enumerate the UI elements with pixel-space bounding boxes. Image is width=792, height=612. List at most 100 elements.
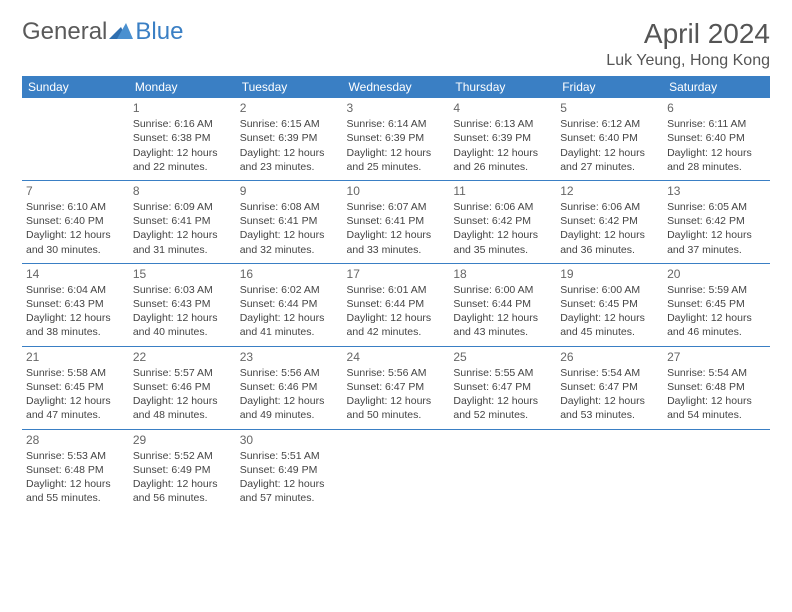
day-number: 21 xyxy=(26,349,125,365)
calendar-cell-18: 18Sunrise: 6:00 AMSunset: 6:44 PMDayligh… xyxy=(449,263,556,346)
sunset-line: Sunset: 6:48 PM xyxy=(26,463,125,477)
calendar-cell-17: 17Sunrise: 6:01 AMSunset: 6:44 PMDayligh… xyxy=(343,263,450,346)
sunset-line: Sunset: 6:44 PM xyxy=(347,297,446,311)
logo: General Blue xyxy=(22,18,183,46)
calendar-row: 14Sunrise: 6:04 AMSunset: 6:43 PMDayligh… xyxy=(22,263,770,346)
sunrise-line: Sunrise: 6:08 AM xyxy=(240,200,339,214)
sunset-line: Sunset: 6:42 PM xyxy=(560,214,659,228)
calendar-cell-25: 25Sunrise: 5:55 AMSunset: 6:47 PMDayligh… xyxy=(449,346,556,429)
daylight-line: Daylight: 12 hours and 22 minutes. xyxy=(133,146,232,174)
weekday-header-row: SundayMondayTuesdayWednesdayThursdayFrid… xyxy=(22,76,770,98)
day-number: 3 xyxy=(347,100,446,116)
calendar-cell-26: 26Sunrise: 5:54 AMSunset: 6:47 PMDayligh… xyxy=(556,346,663,429)
sunset-line: Sunset: 6:39 PM xyxy=(453,131,552,145)
calendar-cell-1: 1Sunrise: 6:16 AMSunset: 6:38 PMDaylight… xyxy=(129,98,236,180)
day-number: 22 xyxy=(133,349,232,365)
sunset-line: Sunset: 6:46 PM xyxy=(133,380,232,394)
location: Luk Yeung, Hong Kong xyxy=(606,52,770,70)
weekday-sunday: Sunday xyxy=(22,76,129,98)
sunrise-line: Sunrise: 5:58 AM xyxy=(26,366,125,380)
sunrise-line: Sunrise: 6:10 AM xyxy=(26,200,125,214)
daylight-line: Daylight: 12 hours and 42 minutes. xyxy=(347,311,446,339)
day-number: 27 xyxy=(667,349,766,365)
sunrise-line: Sunrise: 5:54 AM xyxy=(560,366,659,380)
calendar-cell-12: 12Sunrise: 6:06 AMSunset: 6:42 PMDayligh… xyxy=(556,180,663,263)
daylight-line: Daylight: 12 hours and 26 minutes. xyxy=(453,146,552,174)
sunrise-line: Sunrise: 5:56 AM xyxy=(347,366,446,380)
sunset-line: Sunset: 6:40 PM xyxy=(560,131,659,145)
daylight-line: Daylight: 12 hours and 54 minutes. xyxy=(667,394,766,422)
day-number: 19 xyxy=(560,266,659,282)
calendar-row: 28Sunrise: 5:53 AMSunset: 6:48 PMDayligh… xyxy=(22,429,770,511)
calendar-cell-27: 27Sunrise: 5:54 AMSunset: 6:48 PMDayligh… xyxy=(663,346,770,429)
daylight-line: Daylight: 12 hours and 52 minutes. xyxy=(453,394,552,422)
title-block: April 2024 Luk Yeung, Hong Kong xyxy=(606,18,770,70)
day-number: 5 xyxy=(560,100,659,116)
sunrise-line: Sunrise: 5:59 AM xyxy=(667,283,766,297)
calendar-cell-empty xyxy=(556,429,663,511)
calendar-row: 21Sunrise: 5:58 AMSunset: 6:45 PMDayligh… xyxy=(22,346,770,429)
day-number: 13 xyxy=(667,183,766,199)
daylight-line: Daylight: 12 hours and 32 minutes. xyxy=(240,228,339,256)
header: General Blue April 2024 Luk Yeung, Hong … xyxy=(22,18,770,70)
calendar-cell-2: 2Sunrise: 6:15 AMSunset: 6:39 PMDaylight… xyxy=(236,98,343,180)
sunset-line: Sunset: 6:45 PM xyxy=(560,297,659,311)
sunset-line: Sunset: 6:39 PM xyxy=(347,131,446,145)
day-number: 1 xyxy=(133,100,232,116)
daylight-line: Daylight: 12 hours and 37 minutes. xyxy=(667,228,766,256)
sunset-line: Sunset: 6:41 PM xyxy=(133,214,232,228)
calendar-cell-6: 6Sunrise: 6:11 AMSunset: 6:40 PMDaylight… xyxy=(663,98,770,180)
sunset-line: Sunset: 6:41 PM xyxy=(347,214,446,228)
daylight-line: Daylight: 12 hours and 48 minutes. xyxy=(133,394,232,422)
calendar-cell-19: 19Sunrise: 6:00 AMSunset: 6:45 PMDayligh… xyxy=(556,263,663,346)
sunset-line: Sunset: 6:49 PM xyxy=(133,463,232,477)
daylight-line: Daylight: 12 hours and 55 minutes. xyxy=(26,477,125,505)
sunset-line: Sunset: 6:42 PM xyxy=(667,214,766,228)
calendar-row: 7Sunrise: 6:10 AMSunset: 6:40 PMDaylight… xyxy=(22,180,770,263)
logo-text-2: Blue xyxy=(135,18,183,46)
daylight-line: Daylight: 12 hours and 45 minutes. xyxy=(560,311,659,339)
calendar-cell-24: 24Sunrise: 5:56 AMSunset: 6:47 PMDayligh… xyxy=(343,346,450,429)
weekday-tuesday: Tuesday xyxy=(236,76,343,98)
calendar-body: 1Sunrise: 6:16 AMSunset: 6:38 PMDaylight… xyxy=(22,98,770,511)
calendar-cell-29: 29Sunrise: 5:52 AMSunset: 6:49 PMDayligh… xyxy=(129,429,236,511)
day-number: 16 xyxy=(240,266,339,282)
daylight-line: Daylight: 12 hours and 53 minutes. xyxy=(560,394,659,422)
weekday-monday: Monday xyxy=(129,76,236,98)
calendar-cell-empty xyxy=(449,429,556,511)
weekday-saturday: Saturday xyxy=(663,76,770,98)
calendar-cell-23: 23Sunrise: 5:56 AMSunset: 6:46 PMDayligh… xyxy=(236,346,343,429)
daylight-line: Daylight: 12 hours and 57 minutes. xyxy=(240,477,339,505)
sunrise-line: Sunrise: 6:04 AM xyxy=(26,283,125,297)
day-number: 25 xyxy=(453,349,552,365)
sunrise-line: Sunrise: 6:14 AM xyxy=(347,117,446,131)
calendar-cell-empty xyxy=(22,98,129,180)
sunrise-line: Sunrise: 6:06 AM xyxy=(453,200,552,214)
sunset-line: Sunset: 6:47 PM xyxy=(453,380,552,394)
daylight-line: Daylight: 12 hours and 47 minutes. xyxy=(26,394,125,422)
sunrise-line: Sunrise: 5:57 AM xyxy=(133,366,232,380)
daylight-line: Daylight: 12 hours and 40 minutes. xyxy=(133,311,232,339)
sunrise-line: Sunrise: 5:56 AM xyxy=(240,366,339,380)
day-number: 24 xyxy=(347,349,446,365)
sunrise-line: Sunrise: 5:51 AM xyxy=(240,449,339,463)
day-number: 12 xyxy=(560,183,659,199)
sunset-line: Sunset: 6:49 PM xyxy=(240,463,339,477)
calendar-row: 1Sunrise: 6:16 AMSunset: 6:38 PMDaylight… xyxy=(22,98,770,180)
sunset-line: Sunset: 6:47 PM xyxy=(560,380,659,394)
weekday-wednesday: Wednesday xyxy=(343,76,450,98)
sunrise-line: Sunrise: 6:03 AM xyxy=(133,283,232,297)
sunrise-line: Sunrise: 6:12 AM xyxy=(560,117,659,131)
daylight-line: Daylight: 12 hours and 43 minutes. xyxy=(453,311,552,339)
day-number: 11 xyxy=(453,183,552,199)
sunset-line: Sunset: 6:41 PM xyxy=(240,214,339,228)
day-number: 8 xyxy=(133,183,232,199)
daylight-line: Daylight: 12 hours and 25 minutes. xyxy=(347,146,446,174)
sunset-line: Sunset: 6:43 PM xyxy=(26,297,125,311)
calendar-cell-empty xyxy=(343,429,450,511)
calendar-cell-8: 8Sunrise: 6:09 AMSunset: 6:41 PMDaylight… xyxy=(129,180,236,263)
daylight-line: Daylight: 12 hours and 41 minutes. xyxy=(240,311,339,339)
calendar-cell-15: 15Sunrise: 6:03 AMSunset: 6:43 PMDayligh… xyxy=(129,263,236,346)
day-number: 6 xyxy=(667,100,766,116)
weekday-friday: Friday xyxy=(556,76,663,98)
